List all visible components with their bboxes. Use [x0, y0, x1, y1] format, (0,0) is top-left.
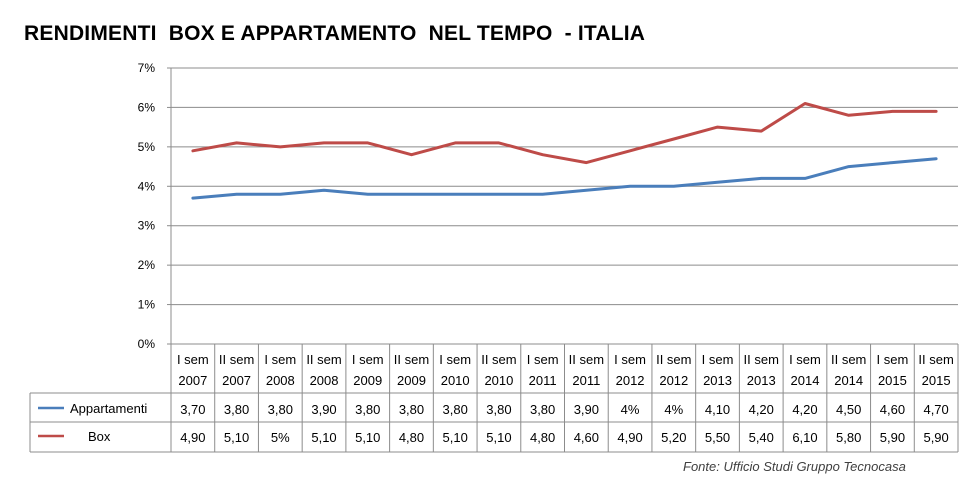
data-label-appartamenti: 3,80 [268, 402, 293, 417]
x-tick-label-semester: II sem [481, 352, 516, 367]
data-label-appartamenti: 3,80 [224, 402, 249, 417]
x-tick-label-year: 2012 [659, 373, 688, 388]
x-tick-label-year: 2012 [616, 373, 645, 388]
y-tick-label: 6% [138, 100, 156, 114]
data-label-box: 5,10 [486, 430, 511, 445]
x-tick-label-semester: I sem [352, 352, 384, 367]
x-tick-label-year: 2007 [222, 373, 251, 388]
x-tick-label-semester: II sem [918, 352, 953, 367]
data-label-box: 4,60 [574, 430, 599, 445]
y-tick-label: 7% [138, 61, 156, 75]
x-tick-label-semester: I sem [527, 352, 559, 367]
data-label-box: 5,50 [705, 430, 730, 445]
data-label-box: 4,80 [530, 430, 555, 445]
x-tick-label-year: 2008 [266, 373, 295, 388]
x-tick-label-semester: II sem [394, 352, 429, 367]
x-tick-label-year: 2014 [791, 373, 820, 388]
x-tick-label-year: 2011 [572, 373, 600, 388]
data-label-box: 4,90 [617, 430, 642, 445]
x-tick-label-semester: I sem [264, 352, 296, 367]
data-label-appartamenti: 4,10 [705, 402, 730, 417]
x-tick-label-year: 2015 [922, 373, 951, 388]
x-tick-label-year: 2008 [310, 373, 339, 388]
x-tick-label-semester: I sem [877, 352, 909, 367]
x-tick-label-year: 2014 [834, 373, 863, 388]
x-tick-label-year: 2013 [703, 373, 732, 388]
data-label-box: 5,80 [836, 430, 861, 445]
x-tick-label-year: 2009 [397, 373, 426, 388]
data-label-appartamenti: 3,80 [486, 402, 511, 417]
x-tick-label-semester: I sem [789, 352, 821, 367]
data-label-box: 5,10 [311, 430, 336, 445]
x-tick-label-year: 2015 [878, 373, 907, 388]
x-tick-label-year: 2010 [484, 373, 513, 388]
data-label-appartamenti: 4% [664, 402, 683, 417]
x-tick-label-year: 2007 [178, 373, 207, 388]
data-label-box: 5,10 [355, 430, 380, 445]
data-label-box: 5,20 [661, 430, 686, 445]
data-label-appartamenti: 3,90 [574, 402, 599, 417]
x-tick-label-year: 2010 [441, 373, 470, 388]
data-label-appartamenti: 4,50 [836, 402, 861, 417]
data-label-appartamenti: 3,80 [530, 402, 555, 417]
y-tick-label: 0% [138, 337, 156, 351]
y-tick-label: 1% [138, 298, 156, 312]
data-label-appartamenti: 4% [621, 402, 640, 417]
data-label-box: 5% [271, 430, 290, 445]
data-label-appartamenti: 4,70 [923, 402, 948, 417]
data-label-box: 5,10 [443, 430, 468, 445]
data-label-box: 6,10 [792, 430, 817, 445]
x-tick-label-semester: I sem [177, 352, 209, 367]
legend-label-box: Box [88, 429, 111, 444]
data-label-appartamenti: 3,80 [355, 402, 380, 417]
x-tick-label-semester: II sem [306, 352, 341, 367]
source-note: Fonte: Ufficio Studi Gruppo Tecnocasa [683, 459, 906, 474]
x-tick-label-year: 2013 [747, 373, 776, 388]
x-tick-label-semester: II sem [831, 352, 866, 367]
x-tick-label-semester: I sem [439, 352, 471, 367]
x-tick-label-semester: II sem [744, 352, 779, 367]
data-label-box: 5,10 [224, 430, 249, 445]
data-label-box: 5,40 [749, 430, 774, 445]
x-tick-label-semester: I sem [702, 352, 734, 367]
x-tick-label-semester: II sem [219, 352, 254, 367]
data-label-appartamenti: 4,60 [880, 402, 905, 417]
data-label-appartamenti: 3,80 [443, 402, 468, 417]
chart-title: RENDIMENTI BOX E APPARTAMENTO NEL TEMPO … [24, 22, 646, 45]
data-label-appartamenti: 3,70 [180, 402, 205, 417]
data-label-box: 5,90 [880, 430, 905, 445]
data-label-box: 4,90 [180, 430, 205, 445]
x-tick-label-year: 2011 [529, 373, 557, 388]
x-tick-label-semester: II sem [569, 352, 604, 367]
y-tick-label: 5% [138, 140, 156, 154]
x-tick-label-semester: II sem [656, 352, 691, 367]
x-tick-label-semester: I sem [614, 352, 646, 367]
y-tick-label: 2% [138, 258, 156, 272]
series-line-box [191, 102, 938, 165]
data-label-appartamenti: 3,80 [399, 402, 424, 417]
y-tick-label: 3% [138, 219, 156, 233]
series-line-appartamenti [191, 157, 938, 200]
data-label-appartamenti: 4,20 [792, 402, 817, 417]
y-tick-label: 4% [138, 179, 156, 193]
data-label-box: 4,80 [399, 430, 424, 445]
data-label-appartamenti: 4,20 [749, 402, 774, 417]
data-label-box: 5,90 [923, 430, 948, 445]
legend-label-appartamenti: Appartamenti [70, 401, 147, 416]
x-tick-label-year: 2009 [353, 373, 382, 388]
data-label-appartamenti: 3,90 [311, 402, 336, 417]
